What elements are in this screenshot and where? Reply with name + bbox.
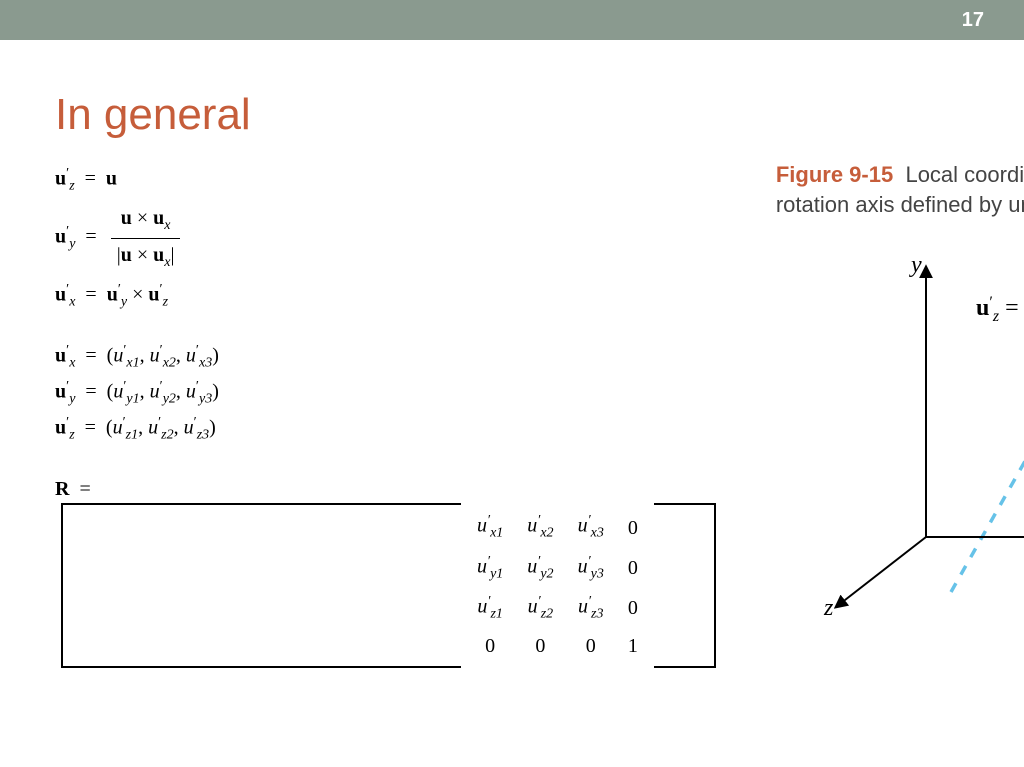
equations-column: u′z = u u′y = u × ux |u × ux| u′x = u′y … xyxy=(55,160,716,668)
eq-uz: u′z = u xyxy=(55,164,716,196)
tuple-y: u′y = (u′y1, u′y2, u′y3) xyxy=(55,377,716,409)
tuple-z: u′z = (u′z1, u′z2, u′z3) xyxy=(55,413,716,445)
figure-label: Figure 9-15 xyxy=(776,162,893,187)
matrix-table: u′x1 u′x2 u′x3 0 u′y1 u′y2 u′y3 0 u′z1 u… xyxy=(465,507,650,664)
slide-title: In general xyxy=(55,90,1024,140)
slide-topbar: 17 xyxy=(0,0,1024,40)
z-axis-label: z xyxy=(823,595,834,617)
tuple-x: u′x = (u′x1, u′x2, u′x3) xyxy=(55,341,716,373)
eq-ux: u′x = u′y × u′z xyxy=(55,280,716,312)
label-uz: u′z = u xyxy=(976,294,1024,325)
y-axis-label: y xyxy=(909,252,922,278)
slide-content: u′z = u u′y = u × ux |u × ux| u′x = u′y … xyxy=(0,140,1024,668)
z-axis xyxy=(836,537,926,607)
rotation-matrix: R = u′x1 u′x2 u′x3 0 u′y1 u′y2 u′y3 0 xyxy=(55,475,716,668)
coordinate-diagram: y x z u′z = u u′y u′x Copyright © 2007 P… xyxy=(776,237,1024,617)
figure-caption: Figure 9-15 Local coordinate system for … xyxy=(776,160,1024,219)
page-number: 17 xyxy=(962,9,984,32)
eq-uy: u′y = u × ux |u × ux| xyxy=(55,204,716,272)
figure-column: Figure 9-15 Local coordinate system for … xyxy=(716,160,1024,668)
